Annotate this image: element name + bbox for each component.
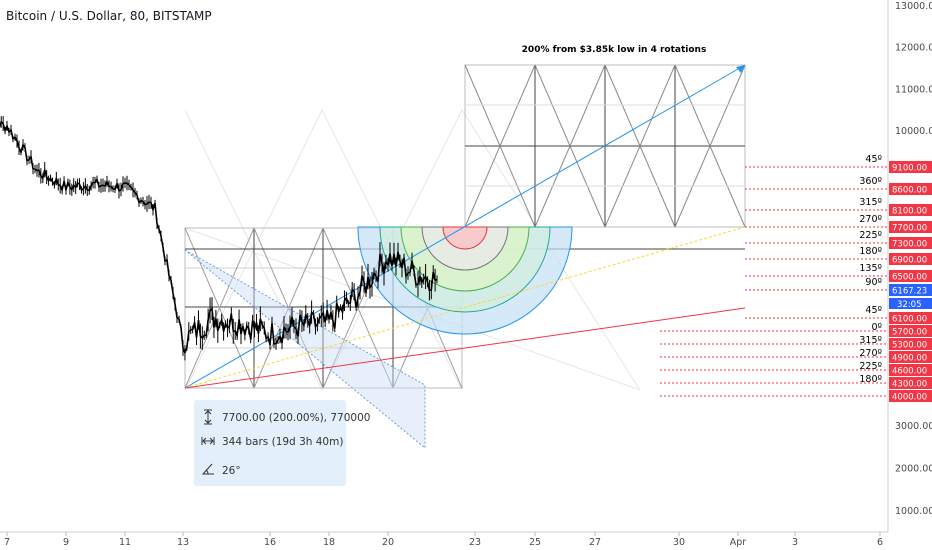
x-tick-label: 18 (323, 537, 335, 548)
gann-angle-label: 135º (859, 263, 882, 274)
gann-price-label: 9100.00 (892, 164, 927, 174)
annotation-title: 200% from $3.85k low in 4 rotations (522, 45, 707, 55)
measure-bars: 344 bars (19d 3h 40m) (222, 436, 343, 448)
gann-price-badge (889, 351, 932, 363)
x-tick-label: 20 (382, 537, 394, 548)
gann-angle-label: 315º (859, 335, 882, 346)
gann-angle-label: 270º (859, 348, 882, 359)
gann-price-badge (889, 338, 932, 350)
gann-price-label: 5700.00 (892, 328, 927, 338)
gann-angle-label: 45º (865, 154, 882, 165)
x-tick-label: 23 (469, 537, 481, 548)
gann-price-badge (889, 325, 932, 337)
x-tick-label: 30 (673, 537, 685, 548)
y-tick-label: 2000.00 (895, 464, 932, 475)
trendline-blue[interactable] (184, 64, 746, 389)
price-line (0, 120, 438, 355)
gann-price-label: 6167.23 (892, 287, 927, 297)
gann-price-badge (889, 204, 932, 216)
trendline-arrowhead (736, 65, 745, 73)
angle-icon (201, 463, 214, 475)
gann-price-label: 4300.00 (892, 380, 927, 390)
y-tick-label: 3000.00 (895, 421, 932, 432)
y-tick-label: 11000.00 (895, 84, 932, 95)
y-tick-label: 10000.00 (895, 126, 932, 137)
x-tick-label: 25 (529, 537, 541, 548)
gann-price-label: 4000.00 (892, 393, 927, 403)
price-series (0, 116, 438, 361)
gann-angle-label: 180º (859, 374, 882, 385)
gann-angle-label: 360º (859, 176, 882, 187)
bars-range-icon (201, 437, 215, 445)
time-axis[interactable]: 7 9 11 13 16 18 20 23 25 27 30 Apr 3 6 (0, 531, 888, 548)
trendline-red[interactable] (184, 307, 746, 389)
gann-price-badge (889, 377, 932, 389)
gann-price-label: 7700.00 (892, 224, 927, 234)
measure-price-range: 7700.00 (200.00%), 770000 (222, 412, 370, 424)
gann-price-label: 6100.00 (892, 315, 927, 325)
gann-price-badge (889, 253, 932, 265)
y-tick-label: 1000.00 (895, 506, 932, 517)
measure-info-box: 7700.00 (200.00%), 770000 344 bars (19d … (194, 400, 370, 486)
gann-price-label: 5300.00 (892, 341, 927, 351)
gann-price-badge (889, 183, 932, 195)
last-price-badge (889, 284, 932, 296)
countdown-badge (889, 298, 932, 309)
x-tick-label: 16 (264, 537, 276, 548)
gann-box-upper[interactable] (464, 64, 746, 228)
gann-price-badge (889, 312, 932, 324)
gann-price-badge (889, 364, 932, 376)
chart-title: Bitcoin / U.S. Dollar, 80, BITSTAMP (6, 9, 212, 23)
gann-price-badge (889, 221, 932, 233)
price-axis[interactable]: 13000.00 12000.00 11000.00 10000.00 3000.00 2… (887, 0, 932, 532)
gann-level-labels: 45º 9100.00 360º 8600.00 315º 8100.00 270º 7700… (859, 154, 932, 403)
x-tick-label: 3 (792, 537, 798, 548)
x-tick-label: 11 (119, 537, 131, 548)
y-tick-label: 12000.00 (895, 43, 932, 54)
gann-angle-label: 270º (859, 214, 882, 225)
gann-angle-label: 0º (871, 322, 882, 333)
y-tick-label: 13000.00 (895, 1, 932, 12)
x-tick-label: 6 (877, 537, 883, 548)
gann-price-badge (889, 390, 932, 402)
gann-price-badge (889, 237, 932, 249)
price-range-icon (204, 409, 212, 425)
gann-price-label: 7300.00 (892, 240, 927, 250)
x-tick-label: 13 (177, 537, 189, 548)
gann-angle-label: 315º (859, 197, 882, 208)
gann-angle-label: 225º (859, 230, 882, 241)
gann-angle-label: 225º (859, 361, 882, 372)
trendline-yellow[interactable] (184, 226, 746, 389)
gann-price-badge (889, 161, 932, 173)
countdown-label: 32:05 (897, 300, 922, 310)
gann-price-label: 4900.00 (892, 354, 927, 364)
gann-price-label: 8100.00 (892, 207, 927, 217)
x-tick-label: 7 (4, 537, 10, 548)
gann-angle-label: 90º (865, 277, 882, 288)
gann-price-label: 4600.00 (892, 367, 927, 377)
gann-price-label: 6500.00 (892, 273, 927, 283)
x-tick-label: Apr (730, 537, 747, 548)
measure-angle: 26° (222, 465, 241, 477)
gann-price-badge (889, 270, 932, 282)
x-tick-label: 9 (63, 537, 69, 548)
x-tick-label: 27 (589, 537, 601, 548)
gann-price-label: 6900.00 (892, 256, 927, 266)
gann-price-label: 8600.00 (892, 186, 927, 196)
gann-angle-label: 45º (865, 305, 882, 316)
gann-angle-label: 180º (859, 246, 882, 257)
gann-level-lines (660, 166, 888, 397)
